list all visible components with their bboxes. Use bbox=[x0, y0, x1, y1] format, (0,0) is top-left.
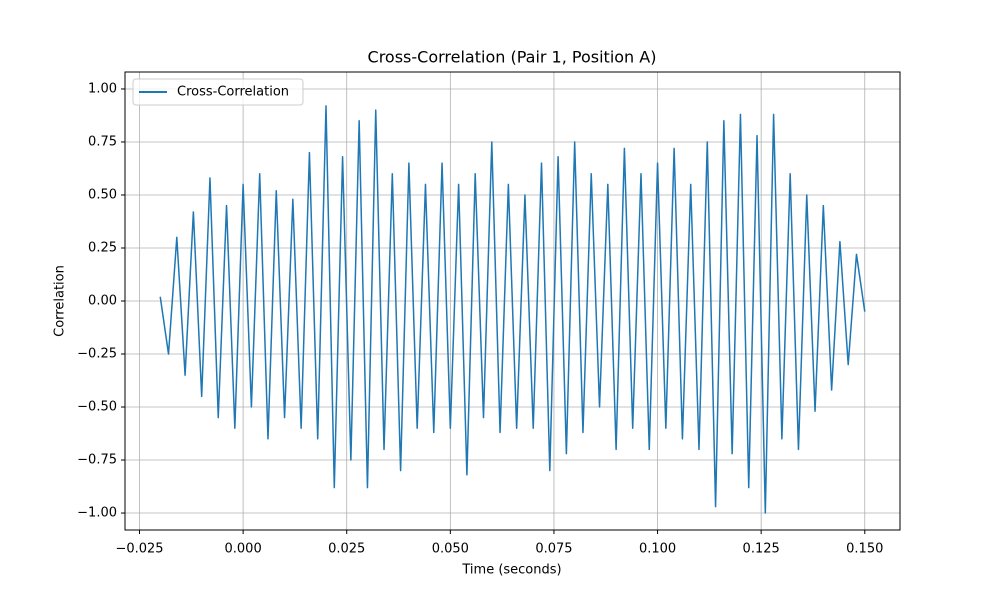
y-axis-label: Correlation bbox=[53, 265, 68, 337]
x-tick-label: 0.075 bbox=[535, 542, 572, 557]
x-tick-label: 0.100 bbox=[639, 542, 676, 557]
x-tick-label: −0.025 bbox=[115, 542, 163, 557]
y-tick-label: 0.00 bbox=[88, 294, 117, 309]
y-tick-label: −0.25 bbox=[77, 347, 117, 362]
chart-title: Cross-Correlation (Pair 1, Position A) bbox=[368, 48, 657, 67]
y-tick-label: −0.50 bbox=[77, 400, 117, 415]
legend-label: Cross-Correlation bbox=[177, 85, 289, 100]
y-tick-label: 0.25 bbox=[88, 240, 117, 255]
x-tick-label: 0.000 bbox=[225, 542, 262, 557]
plot-frame bbox=[124, 71, 901, 531]
x-tick-label: 0.125 bbox=[743, 542, 780, 557]
y-tick-label: −1.00 bbox=[77, 506, 117, 521]
y-tick-label: −0.75 bbox=[77, 453, 117, 468]
x-tick-label: 0.025 bbox=[328, 542, 365, 557]
x-tick-label: 0.150 bbox=[846, 542, 883, 557]
y-tick-label: 1.00 bbox=[88, 81, 117, 96]
legend-box bbox=[132, 78, 304, 106]
x-tick-label: 0.050 bbox=[432, 542, 469, 557]
legend: Cross-Correlation bbox=[132, 78, 304, 106]
y-tick-label: 0.75 bbox=[88, 134, 117, 149]
y-tick-label: 0.50 bbox=[88, 187, 117, 202]
data-line bbox=[159, 105, 866, 514]
x-axis-label: Time (seconds) bbox=[461, 563, 561, 578]
